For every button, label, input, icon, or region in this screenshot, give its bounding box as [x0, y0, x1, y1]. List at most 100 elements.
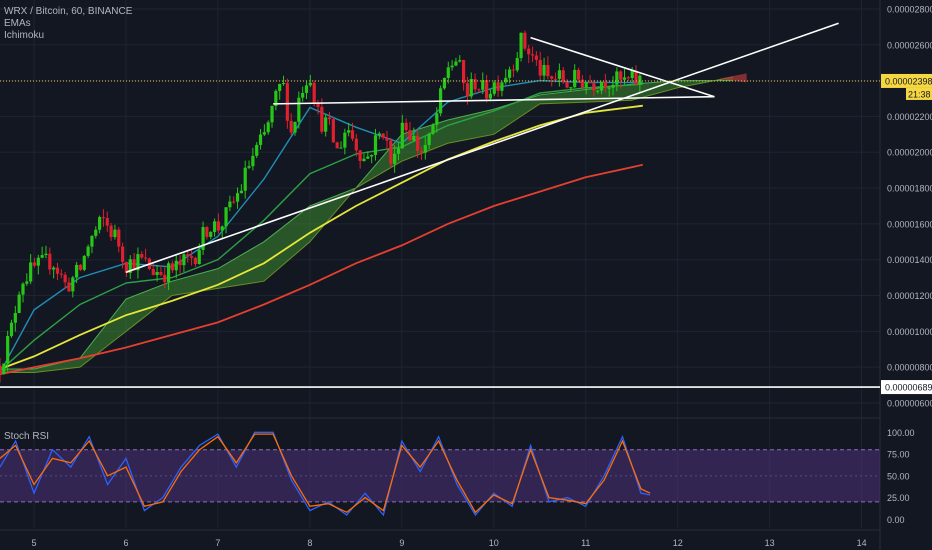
candle-body	[228, 201, 232, 208]
candle-body	[400, 122, 404, 149]
candle-body	[182, 254, 186, 266]
candle-body	[9, 322, 14, 337]
candle-body	[450, 65, 454, 68]
candle-body	[519, 32, 523, 59]
candle-body	[232, 201, 236, 203]
candle-body	[366, 156, 370, 159]
candle-body	[622, 77, 627, 80]
candle-body	[350, 130, 355, 139]
candle-body	[278, 84, 282, 91]
candle-body	[347, 130, 351, 133]
price-tick-label: 0.00001400	[887, 255, 932, 265]
candle-body	[304, 85, 309, 93]
candle-body	[224, 207, 228, 227]
candle-body	[124, 261, 129, 273]
indicator-ichimoku[interactable]: Ichimoku	[4, 30, 45, 41]
candle-body	[362, 158, 366, 161]
candle-body	[216, 221, 220, 231]
candle-body	[151, 269, 155, 276]
ema-slowest-line	[0, 163, 643, 376]
candles	[0, 30, 642, 383]
trendline-3	[530, 36, 715, 98]
candle-body	[316, 102, 320, 107]
price-axis: 0.000028000.000026000.000024000.00002200…	[887, 4, 932, 408]
candle-body	[17, 294, 21, 313]
candle-body	[404, 122, 408, 131]
candle-body	[163, 274, 167, 283]
candle-body	[266, 122, 270, 133]
candle-body	[423, 145, 427, 153]
time-tick-label: 11	[581, 538, 590, 548]
candle-body	[270, 105, 274, 123]
candle-body	[542, 65, 546, 76]
candle-body	[301, 92, 305, 98]
candle-body	[565, 82, 569, 88]
candle-body	[289, 120, 293, 133]
candle-body	[530, 54, 535, 56]
candle-body	[469, 78, 473, 97]
candle-body	[343, 132, 347, 148]
time-tick-label: 13	[765, 538, 775, 548]
trendline-1	[125, 22, 839, 274]
candle-body	[44, 253, 48, 256]
indicator-emas[interactable]: EMAs	[4, 18, 31, 29]
time-axis: 5 6 7 8 9 10 11 12 13 14	[32, 538, 867, 548]
candle-body	[611, 84, 615, 88]
price-tick-label: 0.00002000	[887, 148, 932, 158]
stoch-title[interactable]: Stoch RSI	[4, 431, 50, 442]
candle-body	[75, 264, 79, 278]
symbol-title[interactable]: WRX / Bitcoin, 60, BINANCE	[4, 6, 133, 17]
candle-body	[136, 254, 140, 271]
candle-body	[534, 55, 538, 60]
candle-body	[121, 246, 125, 262]
countdown-value: 21:38	[908, 89, 931, 99]
candle-body	[358, 150, 362, 161]
cloud-bearish-segment	[719, 73, 747, 83]
candle-body	[98, 217, 102, 230]
candle-body	[101, 217, 106, 219]
candle-body	[209, 231, 213, 237]
stoch-tick-label: 50.00	[887, 471, 910, 481]
candle-body	[143, 257, 148, 259]
hline-value: 0.00000689	[885, 383, 932, 393]
candle-body	[619, 71, 623, 80]
candle-body	[320, 106, 324, 132]
last-price-badge	[881, 73, 932, 88]
candle-body	[109, 225, 113, 238]
time-tick-label: 7	[215, 538, 220, 548]
candle-body	[324, 117, 328, 132]
candle-body	[6, 336, 10, 364]
last-price-value: 0.00002398	[885, 76, 932, 86]
candle-body	[385, 137, 389, 141]
candle-body	[132, 259, 136, 271]
candle-body	[327, 117, 332, 120]
candle-body	[596, 90, 600, 92]
candle-body	[373, 135, 378, 155]
candle-body	[626, 77, 630, 79]
candle-body	[243, 167, 247, 191]
candle-body	[67, 282, 71, 292]
candle-body	[63, 274, 67, 283]
candle-body	[21, 283, 25, 295]
candle-body	[205, 227, 209, 237]
candle-body	[580, 79, 584, 88]
candle-body	[281, 83, 286, 85]
time-tick-label: 14	[857, 538, 867, 548]
candle-body	[59, 273, 63, 275]
candle-body	[446, 67, 450, 78]
candle-body	[370, 154, 374, 157]
candle-body	[285, 83, 289, 121]
price-tick-label: 0.00001200	[887, 291, 932, 301]
stoch-line-k	[0, 431, 651, 517]
candle-body	[220, 226, 224, 231]
candle-body	[197, 249, 201, 265]
candle-body	[550, 76, 554, 79]
candle-body	[408, 130, 412, 141]
legend: WRX / Bitcoin, 60, BINANCE EMAs Ichimoku	[4, 6, 132, 42]
candle-body	[377, 133, 381, 136]
candle-body	[389, 140, 393, 164]
price-tick-label: 0.00000600	[887, 399, 932, 409]
candle-body	[166, 263, 171, 283]
trendline-2	[273, 95, 715, 105]
